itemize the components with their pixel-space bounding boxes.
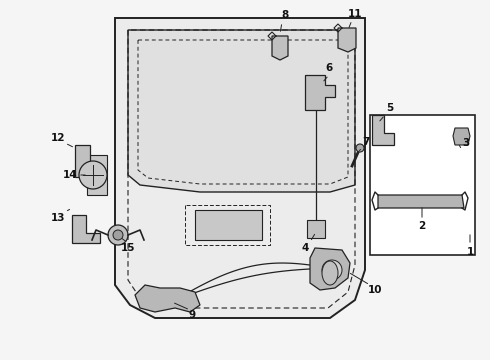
Text: 5: 5 (387, 103, 393, 113)
Text: 15: 15 (121, 243, 135, 253)
Text: 6: 6 (325, 63, 333, 73)
Polygon shape (272, 36, 288, 60)
Text: 9: 9 (189, 310, 196, 320)
Polygon shape (135, 285, 200, 312)
Text: 3: 3 (463, 138, 469, 148)
Polygon shape (195, 210, 262, 240)
Text: 12: 12 (51, 133, 65, 143)
Text: 1: 1 (466, 247, 474, 257)
Polygon shape (453, 128, 470, 145)
Bar (307, 220, 325, 238)
Text: 13: 13 (51, 213, 65, 223)
Text: 14: 14 (63, 170, 77, 180)
Circle shape (108, 225, 128, 245)
Polygon shape (378, 195, 464, 208)
Circle shape (356, 144, 364, 152)
Text: 11: 11 (348, 9, 362, 19)
Circle shape (322, 260, 342, 280)
Circle shape (79, 161, 107, 189)
Bar (370, 115, 475, 255)
Bar (87, 155, 107, 195)
Text: 7: 7 (362, 137, 369, 147)
Polygon shape (372, 115, 394, 145)
Polygon shape (305, 75, 335, 110)
Circle shape (113, 230, 123, 240)
Text: 10: 10 (368, 285, 382, 295)
Ellipse shape (322, 261, 338, 285)
Polygon shape (75, 145, 103, 177)
Text: 8: 8 (281, 10, 289, 20)
Polygon shape (115, 18, 365, 318)
Polygon shape (310, 248, 350, 290)
Text: 2: 2 (418, 221, 426, 231)
Polygon shape (128, 30, 355, 192)
Polygon shape (72, 215, 100, 243)
Polygon shape (338, 28, 356, 52)
Text: 4: 4 (301, 243, 309, 253)
